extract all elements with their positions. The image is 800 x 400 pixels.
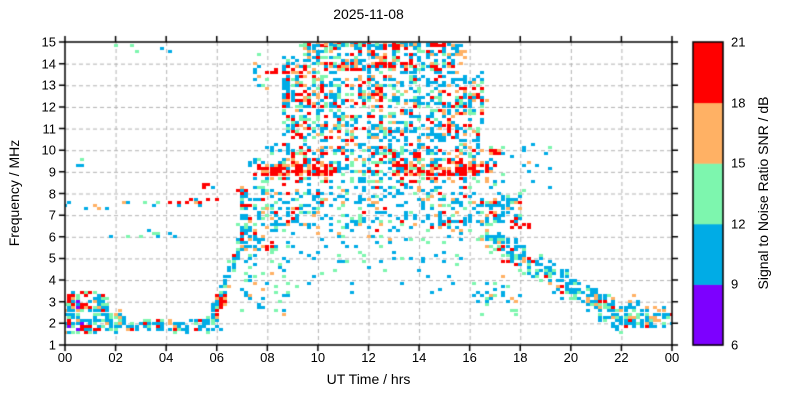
y-tick-label: 8 [48, 186, 56, 201]
y-tick-label: 6 [48, 229, 56, 245]
x-tick-label: 08 [260, 350, 275, 365]
y-axis-label: Frequency / MHz [6, 139, 22, 247]
colorbar-tick-label: 21 [731, 34, 746, 50]
y-tick-label: 1 [48, 337, 56, 353]
x-tick-label: 04 [158, 350, 174, 365]
x-tick-label: 12 [361, 350, 376, 365]
colorbar-tick-label: 9 [731, 276, 739, 292]
x-tick-label: 20 [563, 350, 579, 365]
x-tick-label: 06 [209, 350, 224, 365]
x-tick-label: 00 [664, 350, 680, 365]
y-tick-label: 5 [48, 250, 56, 266]
y-tick-label: 14 [41, 56, 56, 72]
chart-title: 2025-11-08 [333, 6, 404, 22]
x-tick-label: 16 [462, 350, 477, 365]
y-tick-label: 4 [48, 272, 56, 288]
y-tick-label: 12 [41, 99, 56, 115]
x-tick-label: 14 [411, 350, 427, 365]
x-tick-label: 18 [513, 350, 528, 365]
y-tick-label: 2 [48, 315, 56, 331]
colorbar-tick-label: 6 [731, 337, 739, 353]
x-tick-label: 22 [614, 350, 629, 365]
colorbar-tick-label: 18 [731, 95, 746, 111]
x-tick-label: 02 [108, 350, 123, 365]
y-tick-label: 10 [41, 142, 56, 158]
x-tick-label: 10 [310, 350, 326, 365]
y-tick-label: 11 [42, 121, 57, 137]
x-axis-label: UT Time / hrs [326, 371, 411, 387]
colorbar-label: Signal to Noise Ratio SNR / dB [755, 96, 771, 290]
y-tick-label: 15 [41, 34, 56, 50]
y-tick-label: 13 [41, 77, 56, 93]
x-tick-label: 00 [57, 350, 73, 365]
colorbar-tick-label: 15 [731, 155, 746, 171]
colorbar-tick-label: 12 [731, 216, 746, 232]
y-tick-label: 9 [48, 164, 56, 180]
y-tick-label: 3 [48, 294, 56, 310]
y-tick-label: 7 [48, 207, 56, 223]
